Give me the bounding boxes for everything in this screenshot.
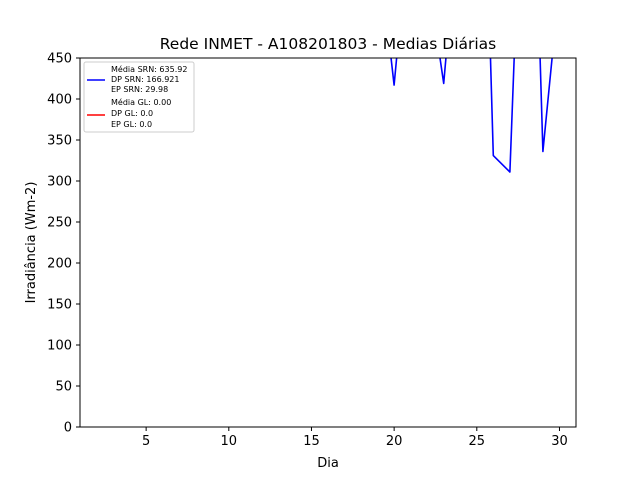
y-tick-label: 250: [47, 216, 72, 231]
series-line-srn: [390, 58, 553, 173]
y-tick-label: 200: [47, 257, 72, 272]
legend-srn-sd: DP SRN: 166.921: [111, 75, 179, 84]
y-tick-label: 0: [64, 421, 72, 436]
y-tick-label: 400: [47, 93, 72, 108]
chart-title: Rede INMET - A108201803 - Medias Diárias: [160, 35, 497, 53]
y-tick-label: 300: [47, 175, 72, 190]
y-tick-label: 350: [47, 134, 72, 149]
x-tick-label: 15: [303, 434, 320, 449]
legend-gl-sd: DP GL: 0.0: [111, 109, 153, 118]
legend-gl-se: EP GL: 0.0: [111, 120, 152, 129]
legend: Média SRN: 635.92 DP SRN: 166.921 EP SRN…: [83, 61, 195, 133]
x-tick-label: 5: [142, 434, 150, 449]
x-tick-label: 30: [551, 434, 568, 449]
y-tick-label: 150: [47, 298, 72, 313]
legend-srn-se: EP SRN: 29.98: [111, 85, 168, 94]
y-axis-label: Irradiância (Wm-2): [24, 182, 39, 304]
plot-area-frame: [79, 57, 577, 428]
y-axis-ticks: 0 50 100 150 200 250 300 350 400 450: [47, 52, 80, 436]
legend-srn-mean: Média SRN: 635.92: [111, 64, 187, 74]
x-axis-ticks: 5 10 15 20 25 30: [142, 427, 568, 449]
legend-gl-mean: Média GL: 0.00: [111, 97, 171, 107]
x-axis-label: Dia: [317, 456, 339, 471]
x-tick-label: 10: [221, 434, 238, 449]
y-tick-label: 450: [47, 52, 72, 67]
x-tick-label: 20: [386, 434, 403, 449]
legend-box: [83, 61, 195, 133]
x-tick-label: 25: [469, 434, 486, 449]
y-tick-label: 50: [55, 380, 72, 395]
y-tick-label: 100: [47, 339, 72, 354]
series-layer: [390, 58, 553, 173]
